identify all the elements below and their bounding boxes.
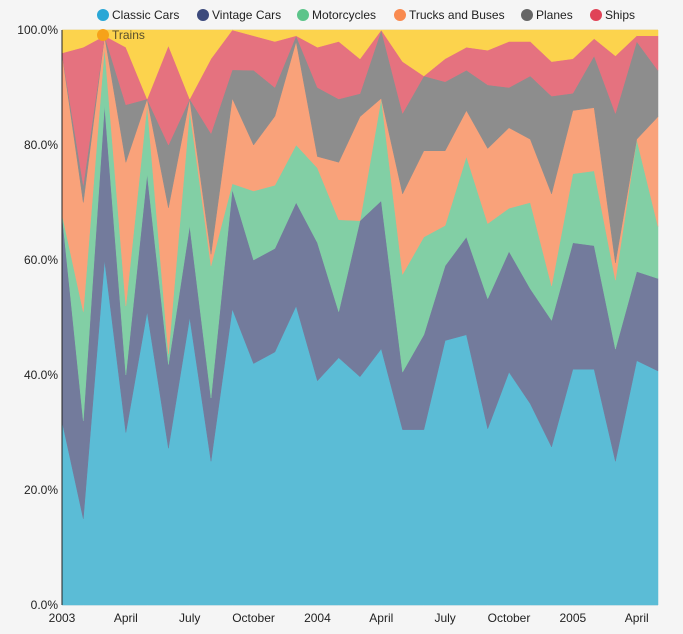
legend-marker-icon bbox=[197, 9, 209, 21]
legend-label: Classic Cars bbox=[112, 8, 179, 22]
x-tick-label: 2003 bbox=[49, 611, 76, 625]
y-tick-label: 0.0% bbox=[31, 598, 59, 612]
x-axis-ticks: 2003 April July October 2004 April July October… bbox=[49, 611, 649, 625]
x-tick-label: July bbox=[179, 611, 200, 625]
legend-marker-icon bbox=[97, 29, 109, 41]
y-tick-label: 60.0% bbox=[24, 253, 58, 267]
legend-label: Planes bbox=[536, 8, 573, 22]
legend-label: Trucks and Buses bbox=[409, 8, 505, 22]
area-layers bbox=[61, 29, 659, 606]
x-tick-label: April bbox=[369, 611, 393, 625]
legend-item-ships[interactable]: Ships bbox=[590, 8, 635, 22]
legend-marker-icon bbox=[297, 9, 309, 21]
legend-item-planes[interactable]: Planes bbox=[521, 8, 573, 22]
legend-marker-icon bbox=[394, 9, 406, 21]
legend-item-motorcycles[interactable]: Motorcycles bbox=[297, 8, 376, 22]
x-tick-label: 2004 bbox=[304, 611, 331, 625]
y-tick-label: 20.0% bbox=[24, 483, 58, 497]
x-tick-label: October bbox=[232, 611, 275, 625]
legend-marker-icon bbox=[521, 9, 533, 21]
legend-item-trucks-and-buses[interactable]: Trucks and Buses bbox=[394, 8, 505, 22]
legend-label: Vintage Cars bbox=[212, 8, 281, 22]
area-trains[interactable] bbox=[61, 29, 659, 100]
legend-label: Motorcycles bbox=[312, 8, 376, 22]
legend-marker-icon bbox=[590, 9, 602, 21]
y-tick-label: 100.0% bbox=[17, 23, 58, 37]
x-tick-label: July bbox=[434, 611, 455, 625]
legend-label: Trains bbox=[112, 28, 145, 42]
legend: Classic Cars Vintage Cars Motorcycles Truck… bbox=[97, 8, 635, 42]
legend-label: Ships bbox=[605, 8, 635, 22]
x-tick-label: April bbox=[114, 611, 138, 625]
x-tick-label: 2005 bbox=[560, 611, 587, 625]
y-tick-label: 40.0% bbox=[24, 368, 58, 382]
y-axis-ticks: 0.0% 20.0% 40.0% 60.0% 80.0% 100.0% bbox=[17, 23, 58, 612]
legend-item-classic-cars[interactable]: Classic Cars bbox=[97, 8, 179, 22]
legend-marker-icon bbox=[97, 9, 109, 21]
x-tick-label: April bbox=[625, 611, 649, 625]
x-tick-label: October bbox=[488, 611, 531, 625]
y-tick-label: 80.0% bbox=[24, 138, 58, 152]
legend-item-vintage-cars[interactable]: Vintage Cars bbox=[197, 8, 281, 22]
legend-item-trains[interactable]: Trains bbox=[97, 28, 145, 42]
